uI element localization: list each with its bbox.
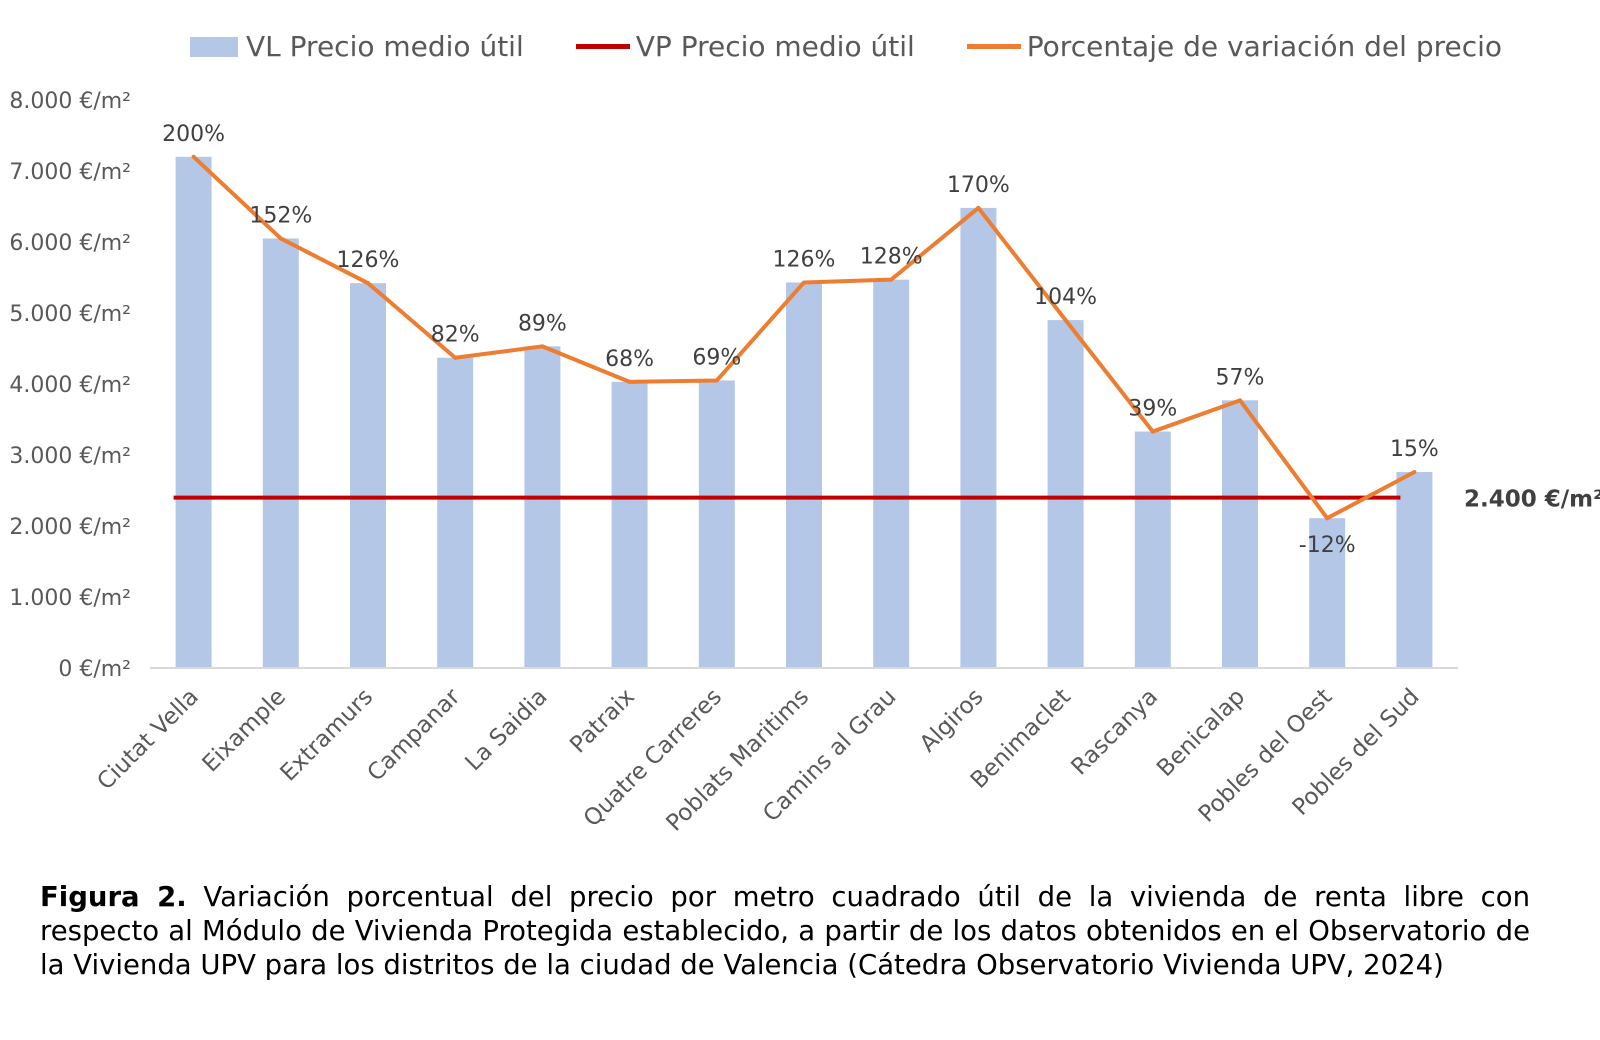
- percentage-point: [278, 236, 283, 241]
- bar: [611, 381, 648, 668]
- legend-label-vl: VL Precio medio útil: [246, 30, 524, 63]
- percentage-point: [1325, 516, 1330, 521]
- legend-item-pct: Porcentaje de variación del precio: [966, 30, 1503, 63]
- x-category-label: La Saidia: [460, 684, 552, 776]
- y-tick-label: 8.000 €/m²: [9, 89, 131, 114]
- data-label: 68%: [605, 347, 654, 372]
- x-category-label: Extramurs: [276, 684, 379, 787]
- legend-label-vp: VP Precio medio útil: [635, 30, 915, 63]
- data-label: 170%: [947, 173, 1010, 198]
- data-label: 104%: [1034, 285, 1097, 310]
- percentage-point: [802, 280, 806, 285]
- data-label: 15%: [1390, 437, 1439, 462]
- percentage-point: [1150, 429, 1155, 434]
- combo-chart: 0 €/m² 1.000 €/m² 2.000 €/m² 3.000 €/m² 4.00…: [9, 89, 1600, 837]
- x-category-label: Patraix: [565, 684, 640, 759]
- bar: [1222, 400, 1258, 668]
- data-label: 128%: [860, 245, 923, 270]
- bar: [698, 380, 735, 668]
- caption-prefix: Figura 2.: [40, 881, 187, 913]
- data-label: 57%: [1216, 365, 1265, 390]
- x-category-label: Algiros: [915, 684, 989, 758]
- percentage-point: [1238, 398, 1242, 403]
- bar: [524, 346, 561, 668]
- bar: [1396, 472, 1433, 668]
- data-label: -12%: [1299, 533, 1356, 558]
- x-category-label: Eixample: [198, 684, 291, 777]
- bar: [262, 238, 299, 668]
- y-tick-label: 5.000 €/m²: [9, 302, 131, 327]
- bar: [1047, 320, 1084, 668]
- data-label: 82%: [431, 323, 480, 348]
- chart-legend: VL Precio medio útil VP Precio medio úti…: [190, 30, 1554, 63]
- caption-text: Variación porcentual del precio por metr…: [40, 881, 1530, 981]
- percentage-point: [627, 379, 632, 384]
- data-label: 89%: [518, 311, 567, 336]
- percentage-point: [976, 205, 981, 210]
- bar: [873, 279, 910, 668]
- legend-swatch-bar: [190, 36, 238, 57]
- legend-swatch-red-line: [575, 44, 630, 49]
- percentage-point: [540, 344, 545, 349]
- y-tick-label: 3.000 €/m²: [9, 444, 131, 469]
- percentage-point: [714, 378, 719, 383]
- x-category-label: Campanar: [363, 683, 466, 786]
- bar: [786, 282, 822, 668]
- data-label: 39%: [1128, 397, 1177, 422]
- x-category-label: Rascanya: [1066, 684, 1163, 781]
- percentage-point: [889, 277, 894, 282]
- y-tick-label: 4.000 €/m²: [9, 373, 131, 398]
- percentage-point: [453, 355, 458, 360]
- legend-item-vl: VL Precio medio útil: [190, 30, 524, 63]
- percentage-point: [1412, 470, 1417, 475]
- bar: [1309, 518, 1346, 668]
- bar: [175, 156, 212, 669]
- data-label: 69%: [692, 345, 741, 370]
- data-label: 200%: [162, 122, 225, 147]
- legend-item-vp: VP Precio medio útil: [575, 30, 915, 63]
- data-label: 152%: [249, 203, 312, 228]
- y-tick-label: 2.000 €/m²: [9, 515, 131, 540]
- legend-swatch-orange-line: [966, 44, 1021, 49]
- reference-value-label: 2.400 €/m²: [1464, 487, 1600, 513]
- bar: [350, 283, 386, 668]
- bar: [1134, 431, 1171, 668]
- y-tick-label: 7.000 €/m²: [9, 160, 131, 185]
- percentage-point: [366, 281, 370, 286]
- figure-caption: Figura 2. Variación porcentual del preci…: [40, 880, 1530, 982]
- y-tick-label: 6.000 €/m²: [9, 231, 131, 256]
- x-category-label: Ciutat Vella: [93, 684, 204, 795]
- percentage-point: [1063, 318, 1068, 323]
- percentage-point: [191, 154, 196, 159]
- bar: [437, 357, 474, 668]
- bar: [960, 207, 997, 669]
- data-label: 126%: [773, 247, 836, 272]
- y-tick-label: 1.000 €/m²: [9, 586, 131, 611]
- legend-label-pct: Porcentaje de variación del precio: [1026, 30, 1503, 63]
- y-tick-label: 0 €/m²: [58, 657, 131, 682]
- data-label: 126%: [337, 248, 400, 273]
